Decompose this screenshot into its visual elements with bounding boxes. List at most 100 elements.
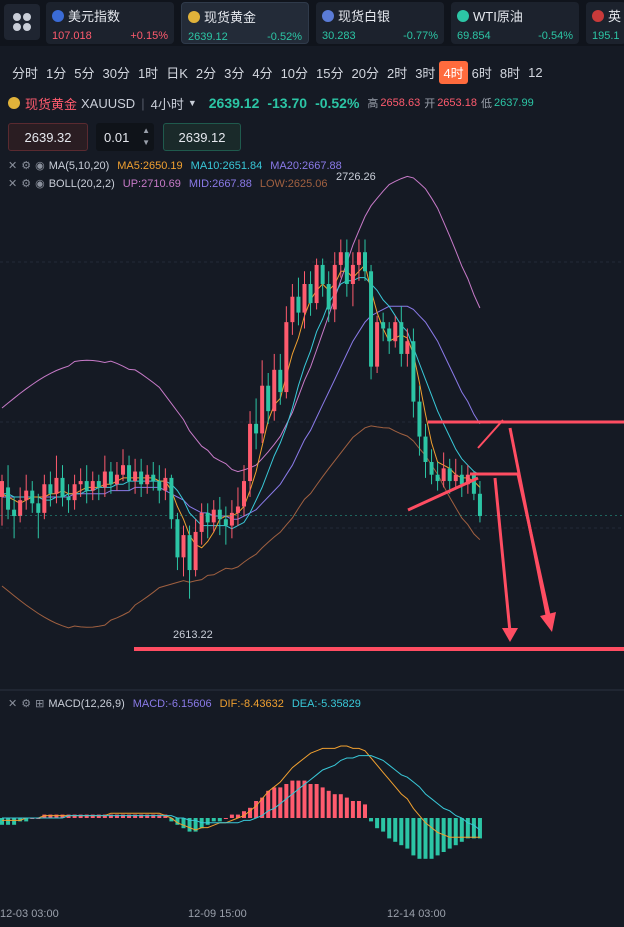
tab-timeframe-13[interactable]: 3时: [415, 65, 436, 81]
macd-bar: [90, 814, 95, 818]
candle-body: [356, 252, 361, 265]
chevron-down-icon[interactable]: ▼: [187, 98, 197, 108]
candle-body: [223, 519, 228, 526]
ticker-name: 现货白银: [338, 9, 391, 24]
tab-timeframe-16[interactable]: 8时: [499, 65, 521, 81]
tab-timeframe-4[interactable]: 1时: [137, 65, 159, 81]
gear-icon[interactable]: ⚙: [21, 160, 32, 172]
macd-bar: [84, 814, 89, 818]
app-menu-button[interactable]: [4, 4, 40, 40]
arrow-head-2: [540, 612, 556, 632]
macd-bar: [453, 818, 458, 846]
candle-body: [157, 481, 162, 491]
close-icon[interactable]: ✕: [8, 698, 18, 710]
macd-bar: [393, 818, 398, 842]
gear-icon[interactable]: ⚙: [21, 698, 32, 710]
tab-timeframe-6[interactable]: 2分: [195, 65, 217, 81]
gear-icon[interactable]: ⚙: [21, 178, 32, 190]
trend-line-up: [477, 419, 504, 449]
ticker-card-2[interactable]: 现货白银 30.283 -0.77%: [316, 2, 444, 44]
ticker-price: 69.854: [457, 30, 491, 42]
macd-bar: [139, 814, 144, 818]
candle-body: [399, 322, 404, 354]
tab-timeframe-7[interactable]: 3分: [224, 65, 245, 81]
open-value: 2653.18: [437, 97, 477, 109]
ticker-card-1[interactable]: 现货黄金 2639.12 -0.52%: [181, 2, 309, 44]
macd-bar: [163, 814, 168, 818]
eye-icon[interactable]: ◉: [35, 160, 45, 172]
tab-timeframe-0[interactable]: 分时: [12, 65, 39, 81]
high-value: 2658.63: [380, 97, 421, 109]
macd-bar: [114, 814, 119, 818]
tab-timeframe-17[interactable]: 12: [528, 64, 543, 80]
macd-bar: [145, 814, 150, 818]
symbol-name[interactable]: 现货黄金: [25, 96, 78, 112]
ticker-card-4[interactable]: 英 195.1: [586, 2, 624, 44]
close-icon[interactable]: ✕: [8, 160, 18, 172]
tab-timeframe-11[interactable]: 20分: [351, 65, 379, 81]
candle-body: [121, 465, 125, 475]
macd-bar: [369, 818, 374, 822]
candle-body: [290, 296, 295, 323]
high-label: 高: [367, 98, 379, 110]
symbol-price: 2639.12: [208, 95, 260, 111]
candle-body: [417, 401, 422, 437]
macd-bar: [108, 814, 113, 818]
candle-body: [127, 465, 132, 482]
macd-bar: [296, 780, 301, 818]
tab-timeframe-12[interactable]: 2时: [386, 65, 408, 81]
interval-selector[interactable]: 4小时: [150, 96, 184, 112]
ma20-value: MA20:2667.88: [270, 159, 342, 172]
ticker-card-0[interactable]: 美元指数 107.018 +0.15%: [46, 2, 174, 44]
tab-timeframe-3[interactable]: 30分: [102, 65, 130, 81]
tab-timeframe-9[interactable]: 10分: [280, 65, 309, 81]
macd-bar: [0, 818, 4, 825]
lot-value: 0.01: [104, 129, 130, 145]
macd-bar: [356, 801, 361, 818]
boll-up-value: UP:2710.69: [122, 177, 181, 190]
macd-bar: [272, 787, 277, 818]
grid-icon: [13, 13, 31, 31]
lot-stepper-icon[interactable]: ▲ ▼: [142, 126, 150, 147]
oil-icon: [457, 9, 469, 22]
tab-timeframe-5[interactable]: 日K: [166, 65, 188, 81]
expand-icon[interactable]: ⊞: [35, 698, 45, 710]
macd-bar: [18, 818, 23, 822]
eye-icon[interactable]: ◉: [35, 178, 45, 190]
tab-timeframe-14[interactable]: 4时: [439, 60, 468, 84]
tab-timeframe-2[interactable]: 5分: [74, 65, 95, 81]
candle-body: [205, 512, 210, 523]
close-icon[interactable]: ✕: [8, 178, 18, 190]
dea-value: DEA:-5.35829: [291, 697, 361, 710]
macd-bar: [278, 787, 283, 818]
candle-body: [78, 481, 83, 485]
macd-bar: [332, 794, 337, 818]
ticker-price: 195.1: [592, 30, 620, 42]
candle-body: [114, 474, 119, 485]
candle-body: [260, 385, 265, 434]
macd-bar: [235, 814, 240, 818]
buy-price-button[interactable]: 2639.12: [163, 123, 241, 151]
macd-bar: [326, 790, 331, 818]
candle-body: [326, 284, 331, 310]
tab-timeframe-1[interactable]: 1分: [46, 65, 67, 81]
tab-timeframe-8[interactable]: 4分: [252, 65, 273, 81]
candle-body: [36, 503, 41, 513]
uk-flag-icon: [592, 9, 604, 22]
candle-body: [151, 474, 156, 482]
tab-timeframe-15[interactable]: 6时: [471, 65, 492, 81]
x-label-0: 12-03 03:00: [0, 908, 59, 920]
dea-line: [2, 755, 481, 831]
ticker-name-row: 现货白银: [322, 6, 438, 25]
lot-input[interactable]: 0.01 ▲ ▼: [96, 123, 154, 151]
tab-timeframe-10[interactable]: 15分: [316, 65, 344, 81]
boll-legend: ✕ ⚙ ◉ BOLL(20,2,2) UP:2710.69 MID:2667.8…: [8, 177, 328, 191]
candle-body: [193, 531, 198, 571]
candle-body: [139, 471, 144, 485]
dif-value: DIF:-8.43632: [219, 697, 284, 710]
candle-body: [441, 468, 446, 482]
ticker-card-3[interactable]: WTI原油 69.854 -0.54%: [451, 2, 579, 44]
us-flag-icon: [52, 9, 64, 22]
sell-price-button[interactable]: 2639.32: [8, 123, 88, 151]
